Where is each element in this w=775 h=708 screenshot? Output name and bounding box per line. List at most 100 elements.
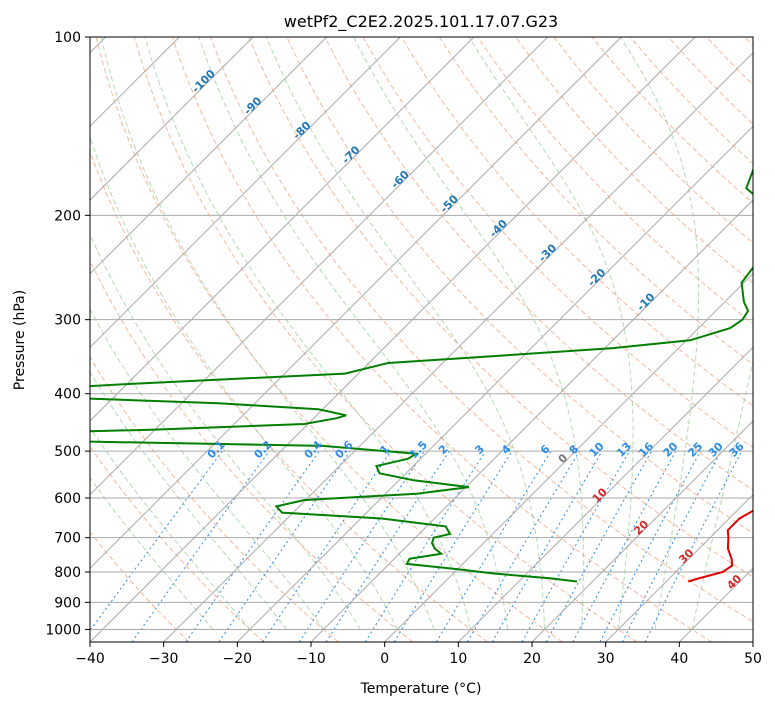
dry-adiabat-9 [248,37,753,578]
dry-adiabat-4 [90,150,488,642]
mixing-ratio-line-3 [218,450,351,642]
y-axis-ticks: 1000 900 800 700 600 500 400 300 200 100 [45,30,90,638]
isotherm-line-12 [90,37,696,642]
isotherm-line-15 [310,199,753,642]
mixing-ratio-line-10 [467,450,580,642]
mixing-ratio-label-2: 0.4 [302,438,325,461]
x-tick-label-3: −10 [296,651,326,667]
isotherm-line-6 [90,37,254,201]
plot-frame [89,36,754,643]
dry-adiabat-22 [744,37,753,47]
moist-adiabat-0 [90,476,214,630]
mixing-ratio-line-4 [262,450,392,642]
moist-adiabat-8 [198,37,509,630]
dry-adiabat-13 [400,37,753,407]
dry-adiabat-0 [90,531,190,642]
mixing-ratio-label-7: 3 [472,442,487,457]
isotherm-label-9: -10 [634,290,657,313]
moist-adiabat-10 [353,37,584,630]
mixing-ratio-label-10: 8 [567,442,582,457]
isotherm-lower-label-3: 30 [676,546,696,566]
dry-adiabat-17 [553,37,753,244]
dry-adiabat-14 [438,37,753,366]
isotherm-line-8 [90,37,401,349]
y-tick-label-0: 1000 [45,622,81,638]
background-guide-lines [90,37,753,642]
isotherm-label-1: -90 [241,94,264,117]
mixing-ratio-line-9 [435,450,552,642]
temperature-trace [688,509,753,583]
mixing-ratio-label-15: 25 [685,440,705,460]
isotherm-line-7 [90,37,328,275]
isotherm-label-0: -100 [189,67,218,96]
mixing-ratio-line-12 [521,450,630,642]
moist-adiabat-6 [100,37,435,630]
isotherm-line-21 [752,641,753,642]
dry-adiabat-16 [515,37,753,284]
mixing-ratio-label-3: 0.6 [333,438,356,461]
moist-adiabat-5 [90,135,398,630]
y-tick-label-4: 600 [54,491,81,507]
mixing-ratio-label-11: 10 [587,439,607,459]
isotherm-line-10 [90,37,549,496]
isotherm-line-17 [457,346,753,642]
moist-adiabat-9 [266,37,546,630]
dry-adiabat-2 [90,356,339,642]
x-tick-label-6: 20 [523,651,541,667]
dry-adiabat-7 [171,37,712,642]
mixing-ratio-label-12: 13 [614,440,634,460]
isotherm-line-13 [163,51,753,642]
y-tick-label-3: 700 [54,531,81,547]
y-axis-label: Pressure (hPa) [12,290,28,390]
isoline-labels: 0.1 0.2 0.4 0.6 1 1.5 2 3 4 6 8 10 13 16 20 25 30 36-100-… [189,67,747,592]
mixing-ratio-line-13 [545,450,653,642]
y-tick-label-1: 900 [54,595,81,611]
chart-title: wetPf2_C2E2.2025.101.17.07.G23 [284,12,558,32]
x-tick-label-9: 50 [744,651,762,667]
dry-adiabat-11 [324,37,753,491]
mixing-ratio-line-8 [393,450,513,642]
isotherm-line-18 [531,420,753,642]
isotherm-label-2: -80 [290,119,313,142]
mixing-ratio-label-17: 36 [727,439,747,459]
x-tick-label-1: −30 [149,651,179,667]
y-tick-label-5: 500 [54,444,81,460]
moist-adiabat-11 [468,37,634,630]
mixing-ratio-line-17 [644,450,743,642]
isotherm-line-16 [384,272,753,642]
moist-adiabat-1 [90,426,251,630]
mixing-ratio-line-14 [572,450,677,642]
dewpoint-trace [90,167,753,583]
y-tick-label-9: 100 [54,30,81,46]
y-tick-label-2: 800 [54,565,81,581]
isotherm-label-3: -70 [339,143,362,166]
x-axis-ticks: −40 −30 −20 −10 0 10 20 30 40 50 [75,642,762,667]
isotherm-lower-label-1: 10 [590,485,610,505]
x-tick-label-0: −40 [75,651,105,667]
dry-adiabat-21 [706,37,753,86]
dry-adiabat-6 [133,37,638,642]
x-tick-label-5: 10 [449,651,467,667]
mixing-ratio-line-0 [90,450,223,632]
isotherm-line-11 [90,37,622,570]
dry-adiabat-1 [90,445,264,642]
isotherm-label-4: -60 [389,168,412,191]
mixing-ratio-label-0: 0.1 [205,438,228,461]
x-tick-label-8: 40 [670,651,688,667]
dry-adiabat-5 [95,37,563,642]
isotherm-line-14 [236,125,753,642]
gridlines [90,37,753,642]
series-layer [90,167,753,583]
isotherm-label-8: -20 [585,266,608,289]
mixing-ratio-label-1: 0.2 [252,438,275,461]
isotherm-label-7: -30 [536,241,559,264]
isotherm-lower-label-4: 40 [724,572,744,592]
dry-adiabat-8 [210,37,753,623]
moist-adiabat-13 [691,358,753,630]
moist-adiabat-3 [90,308,325,630]
moist-adiabat-2 [90,370,288,630]
moist-adiabat-12 [620,37,700,630]
mixing-ratio-line-6 [325,450,450,642]
mixing-ratio-line-2 [185,450,320,642]
